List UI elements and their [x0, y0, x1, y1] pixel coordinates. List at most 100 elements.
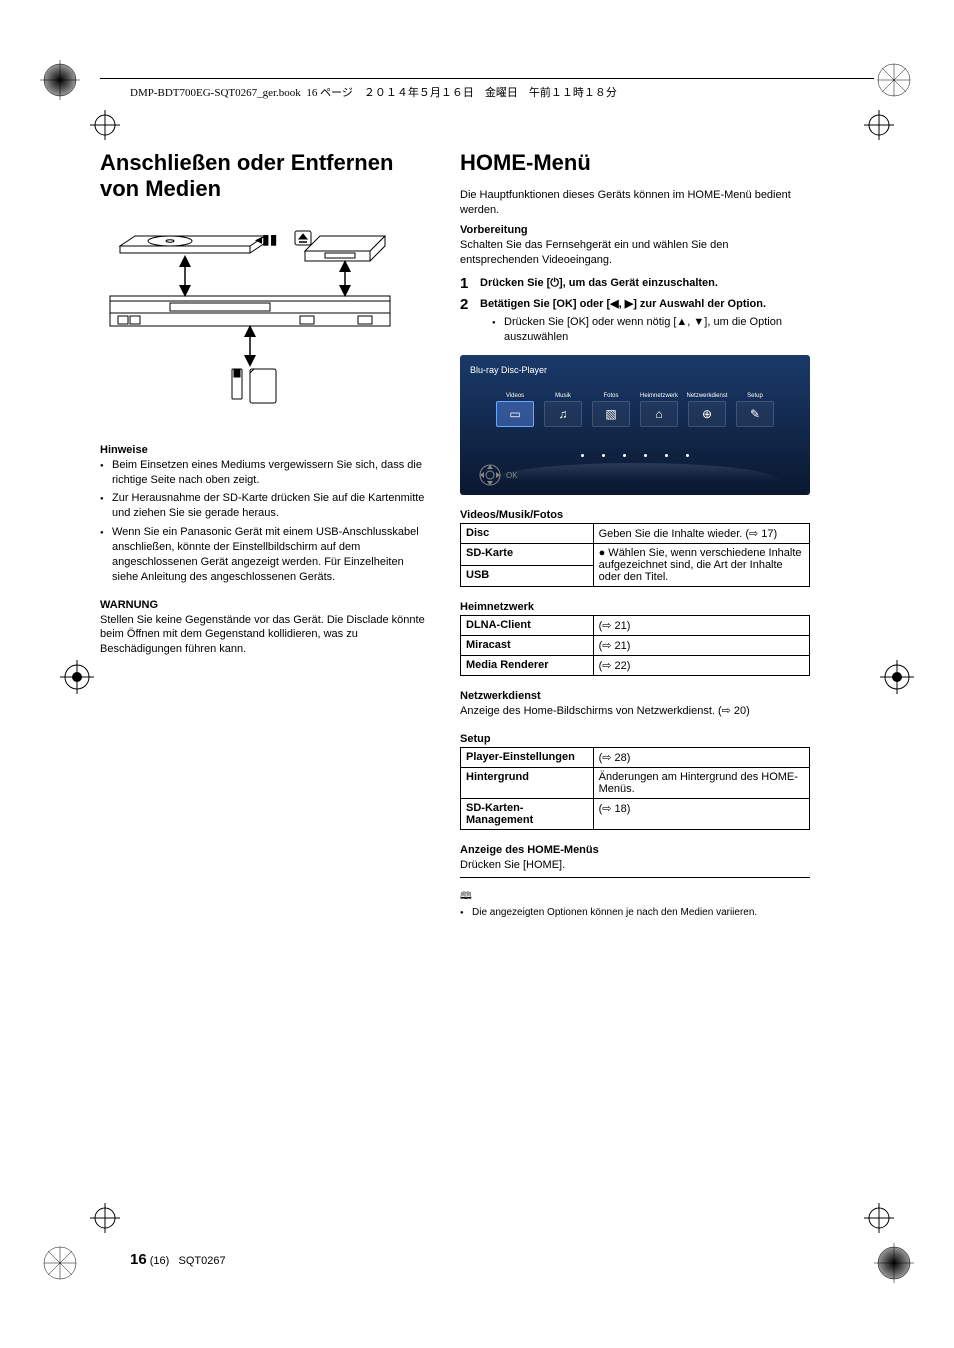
table-cell: Geben Sie die Inhalte wieder. (⇨ 17) [593, 524, 809, 544]
menu-tiles: Videos ▭ Musik ♫ Fotos ▧ Heimnetzwerk ⌂ [470, 393, 800, 427]
svg-text:◂▮▮: ◂▮▮ [255, 231, 277, 247]
page-number: 16 (16) SQT0267 [130, 1251, 226, 1268]
section-setup: Setup [460, 733, 810, 745]
step-item: 2 Betätigen Sie [OK] oder [◀, ▶] zur Aus… [460, 297, 810, 346]
tile-label: Fotos [590, 393, 632, 399]
page: DMP-BDT700EG-SQT0267_ger.book 16 ページ ２０１… [0, 0, 954, 1348]
crosshair-icon [90, 110, 120, 145]
warnung-heading: WARNUNG [100, 599, 430, 611]
menu-tile-heimnetzwerk: Heimnetzwerk ⌂ [638, 393, 680, 427]
tile-label: Videos [494, 393, 536, 399]
step-text: Betätigen Sie [OK] oder [◀, ▶] zur Auswa… [480, 298, 766, 310]
step-number: 1 [460, 274, 468, 294]
page-jp-text: 16 ページ ２０１４年５月１６日 金曜日 午前１１時１８分 [306, 87, 617, 99]
wrench-icon: ✎ [736, 401, 774, 427]
table-cell: (⇨ 22) [593, 656, 809, 676]
right-title: HOME-Menü [460, 150, 810, 176]
crosshair-icon [864, 1203, 894, 1238]
table-cell: Miracast [461, 636, 594, 656]
dots-row [460, 454, 810, 457]
divider [460, 877, 810, 878]
step-text: Drücken Sie [⏻], um das Gerät einzuschal… [480, 277, 718, 289]
right-column: HOME-Menü Die Hauptfunktionen dieses Ger… [460, 150, 810, 923]
menu-tile-netzwerkdienst: Netzwerkdienst ⊕ [686, 393, 728, 427]
table-cell: (⇨ 21) [593, 636, 809, 656]
menu-device-label: Blu-ray Disc-Player [470, 365, 800, 375]
anzeige-heading: Anzeige des HOME-Menüs [460, 844, 810, 856]
filename-text: DMP-BDT700EG-SQT0267_ger.book [130, 87, 301, 99]
table-cell: Disc [461, 524, 594, 544]
section-heim: Heimnetzwerk [460, 601, 810, 613]
footnote-text: Die angezeigten Optionen können je nach … [460, 906, 810, 919]
hinweise-list: Beim Einsetzen eines Mediums vergewisser… [100, 458, 430, 585]
registration-mark-icon [40, 60, 80, 105]
step-item: 1 Drücken Sie [⏻], um das Gerät einzusch… [460, 276, 810, 291]
footnote-list: Die angezeigten Optionen können je nach … [460, 906, 810, 919]
table-vmf: DiscGeben Sie die Inhalte wieder. (⇨ 17)… [460, 523, 810, 587]
menu-tile-musik: Musik ♫ [542, 393, 584, 427]
menu-tile-videos: Videos ▭ [494, 393, 536, 427]
step-sublist: Drücken Sie [OK] oder wenn nötig [▲, ▼],… [480, 315, 810, 345]
hinweise-heading: Hinweise [100, 444, 430, 456]
table-cell: Hintergrund [461, 767, 594, 798]
registration-mark-icon [874, 1243, 914, 1288]
vorbereitung-text: Schalten Sie das Fernsehgerät ein und wä… [460, 238, 810, 268]
ok-pad-icon: OK [478, 463, 518, 487]
doc-id: SQT0267 [178, 1255, 225, 1267]
photo-icon: ▧ [592, 401, 630, 427]
target-icon [880, 660, 914, 699]
content-columns: Anschließen oder Entfernen von Medien ◂▮… [100, 150, 874, 923]
vorbereitung-heading: Vorbereitung [460, 224, 810, 236]
device-diagram: ◂▮▮ [100, 221, 430, 426]
target-icon [60, 660, 94, 699]
table-cell: SD-Karte [461, 544, 594, 566]
step-number: 2 [460, 295, 468, 315]
note-icon: 🕮 [460, 891, 472, 902]
table-cell: (⇨ 18) [593, 798, 809, 829]
list-item: Zur Herausnahme der SD-Karte drücken Sie… [100, 491, 430, 521]
table-cell: (⇨ 21) [593, 616, 809, 636]
table-cell: (⇨ 28) [593, 747, 809, 767]
table-cell: Media Renderer [461, 656, 594, 676]
music-icon: ♫ [544, 401, 582, 427]
anzeige-text: Drücken Sie [HOME]. [460, 858, 810, 873]
page-paren: (16) [150, 1255, 170, 1267]
warnung-text: Stellen Sie keine Gegenstände vor das Ge… [100, 613, 430, 658]
table-cell: Änderungen am Hintergrund des HOME-Menüs… [593, 767, 809, 798]
globe-icon: ⊕ [688, 401, 726, 427]
intro-text: Die Hauptfunktionen dieses Geräts können… [460, 188, 810, 218]
table-cell: SD-Karten-Management [461, 798, 594, 829]
reflection [490, 463, 780, 481]
network-icon: ⌂ [640, 401, 678, 427]
netz-text: Anzeige des Home-Bildschirms von Netzwer… [460, 704, 810, 719]
list-item: Beim Einsetzen eines Mediums vergewisser… [100, 458, 430, 488]
page-big: 16 [130, 1251, 147, 1268]
sub-item: Drücken Sie [OK] oder wenn nötig [▲, ▼],… [492, 315, 810, 345]
table-setup: Player-Einstellungen(⇨ 28) HintergrundÄn… [460, 747, 810, 830]
tile-label: Netzwerkdienst [686, 393, 728, 399]
tile-label: Musik [542, 393, 584, 399]
registration-mark-icon [874, 60, 914, 105]
registration-mark-icon [40, 1243, 80, 1288]
table-cell: DLNA-Client [461, 616, 594, 636]
table-cell: USB [461, 565, 594, 587]
table-cell: Player-Einstellungen [461, 747, 594, 767]
tile-label: Heimnetzwerk [638, 393, 680, 399]
steps-list: 1 Drücken Sie [⏻], um das Gerät einzusch… [460, 276, 810, 345]
tile-label: Setup [734, 393, 776, 399]
ok-label: OK [506, 471, 518, 480]
menu-tile-setup: Setup ✎ [734, 393, 776, 427]
left-title: Anschließen oder Entfernen von Medien [100, 150, 430, 203]
table-cell: ● Wählen Sie, wenn verschiedene Inhalte … [593, 544, 809, 587]
crosshair-icon [864, 110, 894, 145]
left-column: Anschließen oder Entfernen von Medien ◂▮… [100, 150, 430, 923]
table-heim: DLNA-Client(⇨ 21) Miracast(⇨ 21) Media R… [460, 615, 810, 676]
list-item: Wenn Sie ein Panasonic Gerät mit einem U… [100, 525, 430, 584]
home-menu-screenshot: Blu-ray Disc-Player Videos ▭ Musik ♫ Fot… [460, 355, 810, 495]
crosshair-icon [90, 1203, 120, 1238]
header-rule [100, 78, 874, 79]
film-icon: ▭ [496, 401, 534, 427]
menu-tile-fotos: Fotos ▧ [590, 393, 632, 427]
section-netz: Netzwerkdienst [460, 690, 810, 702]
header-filename: DMP-BDT700EG-SQT0267_ger.book 16 ページ ２０１… [130, 84, 617, 100]
